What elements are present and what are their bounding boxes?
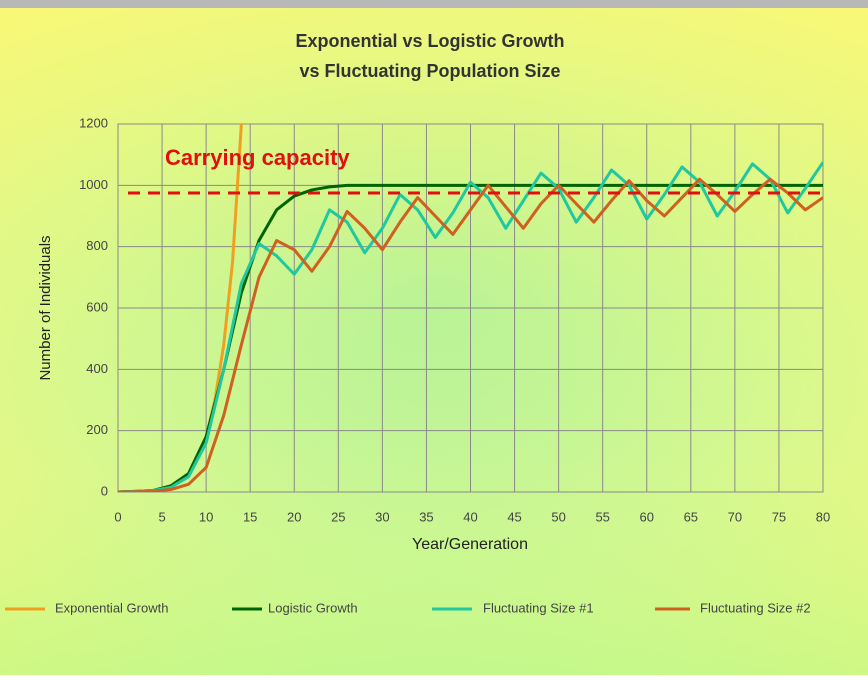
- x-tick-label: 15: [243, 509, 257, 524]
- x-tick-label: 65: [684, 509, 698, 524]
- y-tick-label: 400: [86, 361, 108, 376]
- x-tick-label: 45: [507, 509, 521, 524]
- x-axis-label: Year/Generation: [412, 536, 528, 553]
- plot-lines: [118, 124, 823, 492]
- y-tick-label: 1200: [79, 115, 108, 130]
- legend-label: Fluctuating Size #1: [483, 600, 594, 615]
- y-tick-label: 600: [86, 299, 108, 314]
- x-tick-label: 40: [463, 509, 477, 524]
- y-axis-label: Number of Individuals: [37, 235, 54, 380]
- x-tick-label: 50: [551, 509, 565, 524]
- x-tick-label: 20: [287, 509, 301, 524]
- x-tick-label: 75: [772, 509, 786, 524]
- x-tick-label: 80: [816, 509, 830, 524]
- x-tick-label: 10: [199, 509, 213, 524]
- chart-title: Exponential vs Logistic Growth: [295, 31, 564, 51]
- chart-subtitle: vs Fluctuating Population Size: [299, 61, 560, 81]
- x-tick-label: 60: [640, 509, 654, 524]
- series-line: [118, 183, 823, 492]
- y-tick-label: 800: [86, 238, 108, 253]
- x-tick-label: 0: [114, 509, 121, 524]
- series-line: [118, 161, 823, 492]
- y-tick-label: 1000: [79, 177, 108, 192]
- y-tick-label: 200: [86, 422, 108, 437]
- legend-label: Logistic Growth: [268, 600, 358, 615]
- legend-label: Exponential Growth: [55, 600, 168, 615]
- x-tick-label: 30: [375, 509, 389, 524]
- top-bar: [0, 0, 868, 8]
- x-tick-label: 70: [728, 509, 742, 524]
- x-tick-label: 35: [419, 509, 433, 524]
- x-tick-label: 55: [595, 509, 609, 524]
- series-line: [118, 177, 823, 492]
- x-tick-label: 25: [331, 509, 345, 524]
- legend-label: Fluctuating Size #2: [700, 600, 811, 615]
- y-tick-label: 0: [101, 483, 108, 498]
- x-tick-label: 5: [158, 509, 165, 524]
- annotation: Carrying capacity: [165, 145, 350, 170]
